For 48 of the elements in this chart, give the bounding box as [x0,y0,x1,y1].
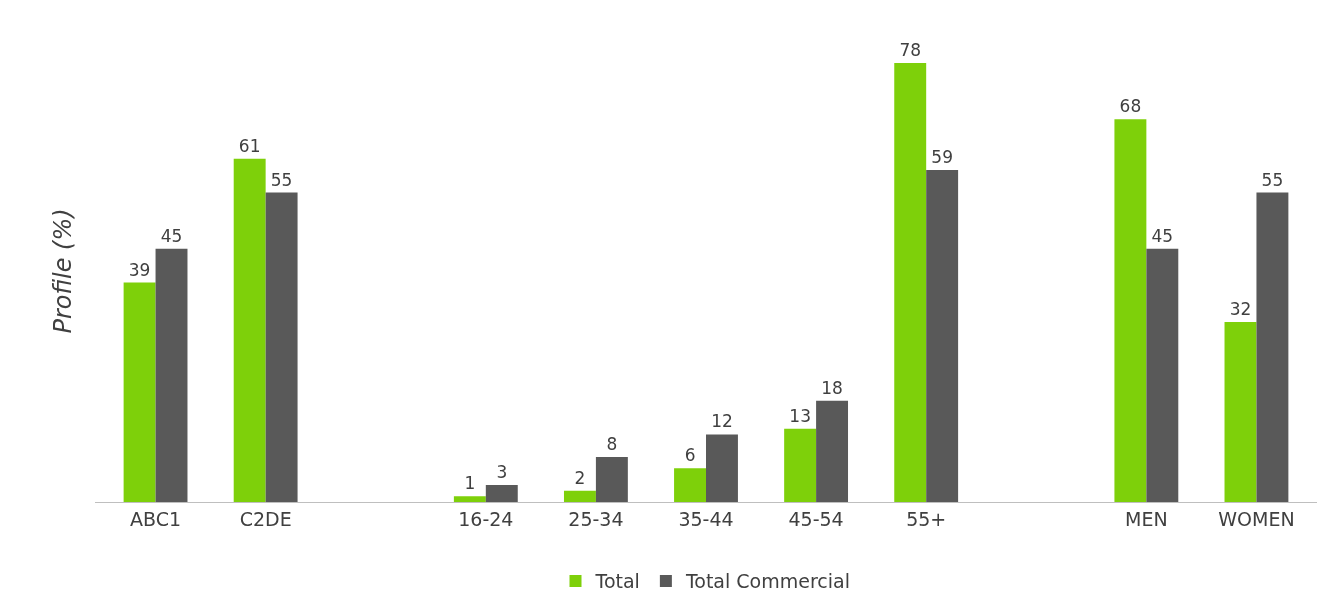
data-label: 39 [128,259,151,280]
data-label: 68 [1119,96,1142,117]
data-label: 32 [1229,298,1252,319]
data-label: 61 [238,135,261,156]
x-tick-label: WOMEN [1218,507,1295,530]
data-label: 6 [684,445,696,466]
bar [233,158,266,502]
x-tick-label: C2DE [239,507,292,530]
bar [1224,321,1257,502]
data-label: 18 [821,377,843,398]
x-tick-label: 55+ [906,507,947,530]
bar [1114,119,1147,502]
y-axis-title: Profile (%) [49,208,78,334]
data-label: 2 [574,467,586,488]
bar [816,400,849,502]
bar [674,468,706,502]
x-tick-label: 16-24 [458,507,514,530]
bar [123,282,156,502]
bar [485,485,518,502]
bar [453,496,486,502]
x-tick-label: MEN [1125,507,1168,530]
bar [784,428,817,502]
data-label: 45 [1151,225,1174,246]
data-label: 55 [1261,169,1284,190]
data-label: 8 [606,433,618,454]
x-tick-label: 25-34 [568,507,624,530]
bar [563,490,596,502]
bar [265,192,298,502]
bar [595,456,628,502]
bar [1146,248,1179,502]
legend-label: Total [594,570,640,593]
data-label: 1 [464,473,476,494]
data-label: 78 [899,40,922,61]
data-label: 3 [496,462,508,483]
data-label: 12 [711,411,733,432]
data-label: 59 [931,147,953,168]
legend-label: Total Commercial [684,570,850,593]
x-tick-label: 35-44 [678,507,734,530]
data-label: 55 [270,169,293,190]
bar [1256,192,1289,502]
bar [894,63,927,502]
bar [926,170,959,502]
bar [155,248,188,502]
data-label: 13 [789,405,811,426]
bar [706,434,738,502]
data-label: 45 [160,225,183,246]
x-tick-label: ABC1 [130,507,182,530]
x-tick-label: 45-54 [788,507,844,530]
